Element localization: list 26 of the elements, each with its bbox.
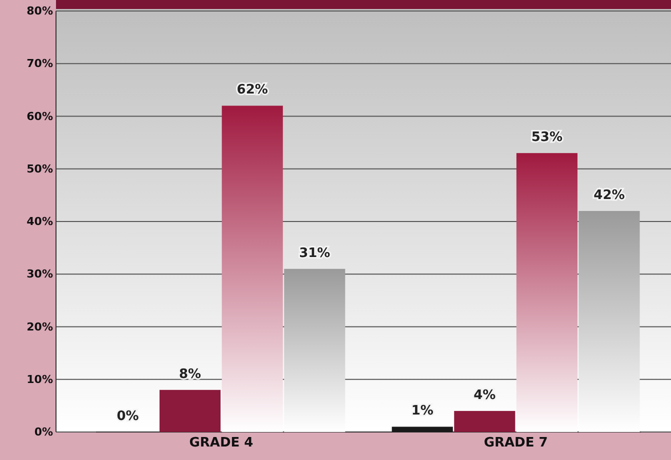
text: 0% bbox=[116, 409, 139, 424]
x-tick-label: GRADE 7 bbox=[484, 436, 548, 451]
y-tick-label: 70% bbox=[26, 57, 53, 70]
text: 8% bbox=[179, 366, 202, 382]
y-tick-label: 30% bbox=[26, 268, 53, 281]
text: 62% bbox=[236, 82, 268, 98]
y-tick-label: 60% bbox=[26, 110, 53, 123]
bar bbox=[222, 106, 283, 432]
y-tick-label: 0% bbox=[34, 426, 53, 439]
bar bbox=[454, 410, 516, 432]
bar bbox=[160, 390, 221, 432]
bar bbox=[392, 426, 453, 432]
text: 4% bbox=[474, 388, 496, 403]
y-tick-label: 20% bbox=[26, 320, 53, 334]
x-tick-label: GRADE 4 bbox=[189, 436, 254, 451]
y-tick-label: 10% bbox=[26, 372, 53, 386]
text: 1% bbox=[411, 404, 434, 419]
bar bbox=[284, 268, 346, 432]
text: 53% bbox=[531, 130, 563, 146]
bar bbox=[516, 153, 578, 432]
text: 42% bbox=[594, 188, 625, 203]
bar bbox=[578, 210, 640, 432]
y-tick-label: 50% bbox=[26, 162, 53, 176]
y-tick-label: 40% bbox=[26, 215, 53, 228]
text: 31% bbox=[299, 246, 330, 261]
y-tick-label: 80% bbox=[26, 4, 53, 18]
